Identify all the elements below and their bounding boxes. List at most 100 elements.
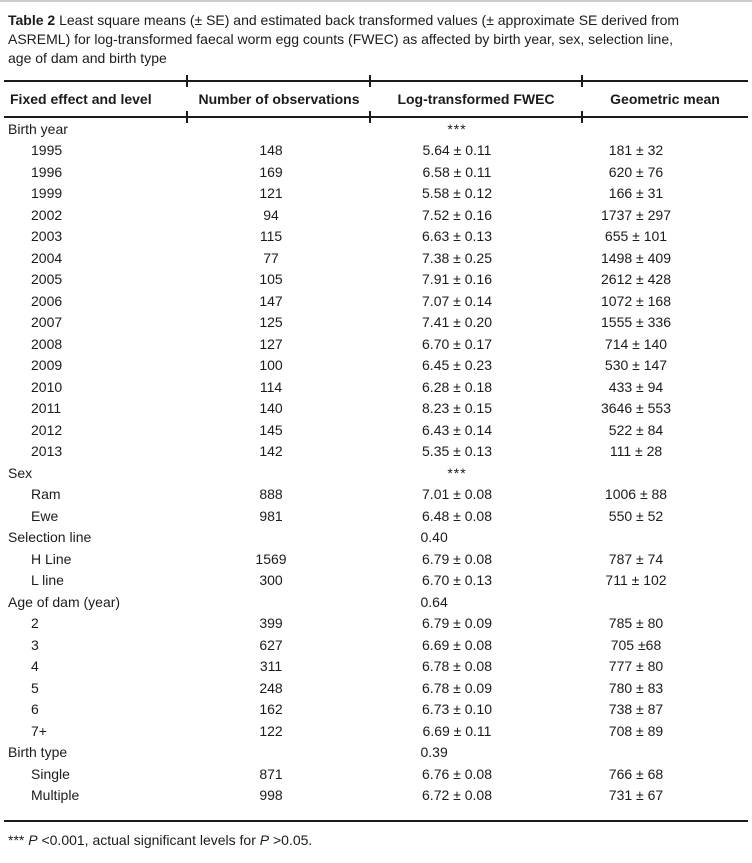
table-row: 2008 127 6.70 ± 0.17 714 ± 140 [4,333,748,355]
p-value: 0.39 [420,744,448,761]
log-fwec-value: 7.41 ± 0.20 [422,314,492,331]
level-label: 2007 [31,314,63,331]
geometric-mean-value: 1737 ± 297 [601,206,671,223]
level-label: 1996 [31,163,63,180]
log-fwec-value: 0.39 [354,744,560,760]
observations-value: 114 [259,378,283,395]
log-fwec-value: 6.58 ± 0.11 [422,163,492,180]
geometric-mean-value: 777 ± 80 [608,658,664,675]
observations-value: 140 [259,400,283,417]
table-footnote: *** P <0.001, actual significant levels … [8,832,744,848]
level-label: Ram [31,486,61,503]
table-row: 2003 115 6.63 ± 0.13 655 ± 101 [4,226,748,248]
footnote-marker: *** [8,832,29,848]
p-value: 0.40 [420,529,448,546]
fixed-effect-label: Sex [8,464,33,481]
log-fwec-value: 6.78 ± 0.09 [422,679,492,696]
footnote-text: <0.001, actual significant levels for [37,832,260,848]
level-label: L line [31,572,64,589]
table-row: Single 871 6.76 ± 0.08 766 ± 68 [4,763,748,785]
log-fwec-value: *** [354,465,560,481]
level-label: Single [31,765,70,782]
observations-value: 627 [259,636,283,653]
geometric-mean-value: 714 ± 140 [604,335,668,352]
level-label: 2005 [31,271,63,288]
observations-value: 142 [259,443,283,460]
observations-value: 105 [259,271,283,288]
level-label: 2011 [31,400,62,417]
table-row: 1996 169 6.58 ± 0.11 620 ± 76 [4,161,748,183]
observations-value: 1569 [255,550,287,567]
column-header-log-fwec: Log-transformed FWEC [397,91,555,107]
log-fwec-value: 6.70 ± 0.17 [422,335,492,352]
table-row: 7+ 122 6.69 ± 0.11 708 ± 89 [4,720,748,742]
table-row: 2009 100 6.45 ± 0.23 530 ± 147 [4,355,748,377]
group-row: Birth year *** [4,118,748,140]
log-fwec-value: 6.79 ± 0.08 [422,550,492,567]
level-label: 2010 [31,378,63,395]
geometric-mean-value: 1498 ± 409 [601,249,671,266]
level-label: 2002 [31,206,63,223]
geometric-mean-value: 708 ± 89 [608,722,664,739]
geometric-mean-value: 111 ± 28 [609,443,663,460]
footnote-p-symbol: P [28,832,38,848]
geometric-mean-value: 780 ± 83 [608,679,664,696]
table-header-row: Fixed effect and level Number of observa… [4,75,748,123]
observations-value: 115 [259,228,283,245]
observations-value: 169 [259,163,283,180]
observations-value: 300 [259,572,283,589]
table-row: 1995 148 5.64 ± 0.11 181 ± 32 [4,140,748,162]
fixed-effect-label: Birth type [8,744,68,761]
significance-stars: *** [447,120,467,137]
log-fwec-value: 7.07 ± 0.14 [422,292,492,309]
level-label: Ewe [31,507,59,524]
observations-value: 127 [259,335,283,352]
table-caption: Table 2 Least square means (± SE) and es… [8,11,746,68]
column-divider-tick [186,75,188,87]
p-value: 0.64 [420,593,448,610]
observations-value: 147 [259,292,283,309]
table-row: 2 399 6.79 ± 0.09 785 ± 80 [4,613,748,635]
log-fwec-value: 6.48 ± 0.08 [422,507,492,524]
level-label: 2008 [31,335,63,352]
table-row: 1999 121 5.58 ± 0.12 166 ± 31 [4,183,748,205]
log-fwec-value: 7.52 ± 0.16 [422,206,492,223]
table-row: 2002 94 7.52 ± 0.16 1737 ± 297 [4,204,748,226]
geometric-mean-value: 738 ± 87 [608,701,664,718]
footnote-p-symbol: P [259,832,270,848]
table-row: 2012 145 6.43 ± 0.14 522 ± 84 [4,419,748,441]
table-row: 2004 77 7.38 ± 0.25 1498 ± 409 [4,247,748,269]
level-label: 5 [31,679,39,696]
level-label: 2006 [31,292,63,309]
log-fwec-value: 6.76 ± 0.08 [422,765,492,782]
log-fwec-value: 6.45 ± 0.23 [422,357,492,374]
level-label: 1999 [31,185,63,202]
scan-edge-artifact [0,0,752,2]
log-fwec-value: 6.73 ± 0.10 [422,701,492,718]
column-divider-tick [369,111,371,123]
observations-value: 981 [259,507,283,524]
column-header-fixed-effect: Fixed effect and level [10,91,152,107]
geometric-mean-value: 1072 ± 168 [601,292,671,309]
observations-value: 871 [259,765,283,782]
observations-value: 77 [263,249,279,266]
caption-line-1: Table 2 Least square means (± SE) and es… [8,11,746,30]
level-label: 2003 [31,228,63,245]
log-fwec-value: *** [354,121,560,137]
log-fwec-value: 6.63 ± 0.13 [422,228,492,245]
geometric-mean-value: 181 ± 32 [608,142,664,159]
geometric-mean-value: 433 ± 94 [608,378,664,395]
geometric-mean-value: 766 ± 68 [608,765,664,782]
table-row: 2006 147 7.07 ± 0.14 1072 ± 168 [4,290,748,312]
geometric-mean-value: 620 ± 76 [608,163,664,180]
group-row: Birth type 0.39 [4,742,748,764]
caption-line-3: age of dam and birth type [8,50,167,66]
data-table: Fixed effect and level Number of observa… [4,75,748,822]
level-label: 2 [31,615,39,632]
level-label: 2004 [31,249,63,266]
log-fwec-value: 6.69 ± 0.08 [422,636,492,653]
geometric-mean-value: 3646 ± 553 [601,400,671,417]
log-fwec-value: 6.70 ± 0.13 [422,572,492,589]
level-label: 6 [31,701,39,718]
column-divider-tick [581,111,583,123]
